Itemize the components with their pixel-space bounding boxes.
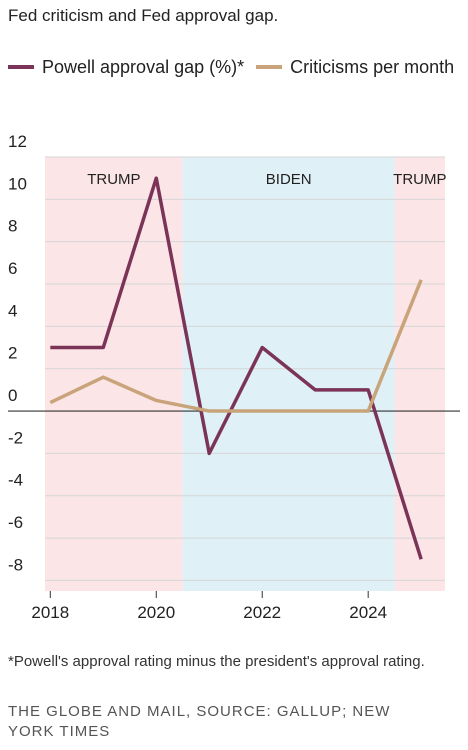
x-tick-label: 2022 xyxy=(243,603,281,622)
y-tick-label: 6 xyxy=(8,259,17,278)
footnote: *Powell's approval rating minus the pres… xyxy=(8,653,425,670)
chart-title: Fed criticism and Fed approval gap. xyxy=(8,6,279,25)
legend-swatch xyxy=(8,64,34,69)
period-band xyxy=(45,157,183,591)
source: THE GLOBE AND MAIL, SOURCE: GALLUP; NEW … xyxy=(8,703,391,740)
y-tick-label: -2 xyxy=(8,428,23,447)
y-tick-label: -8 xyxy=(8,555,23,574)
series-line xyxy=(49,279,423,413)
period-label: BIDEN xyxy=(266,171,312,188)
series-line xyxy=(50,176,423,560)
period-band xyxy=(394,157,445,591)
y-tick-label: -4 xyxy=(8,471,23,490)
y-tick-label: 4 xyxy=(8,301,17,320)
x-tick-label: 2018 xyxy=(31,603,69,622)
y-tick-label: 8 xyxy=(8,217,17,236)
x-tick-label: 2020 xyxy=(137,603,175,622)
period-label: TRUMP xyxy=(87,171,140,188)
y-tick-label: 10 xyxy=(8,174,27,193)
legend-label: Criticisms per month xyxy=(290,57,455,77)
y-tick-label: 12 xyxy=(8,132,27,151)
y-tick-label: -6 xyxy=(8,513,23,532)
period-band xyxy=(182,157,395,591)
legend-label: Powell approval gap (%)* xyxy=(42,57,245,77)
legend-swatch xyxy=(256,64,283,69)
x-tick-label: 2024 xyxy=(349,603,387,622)
legend-item: Criticisms per month xyxy=(256,57,454,77)
y-tick-label: 2 xyxy=(8,344,17,363)
legend-item: Powell approval gap (%)* xyxy=(8,57,244,77)
y-tick-label: 0 xyxy=(8,386,17,405)
period-label: TRUMP xyxy=(393,171,446,188)
legend: Powell approval gap (%)* Criticisms per m… xyxy=(8,52,458,83)
